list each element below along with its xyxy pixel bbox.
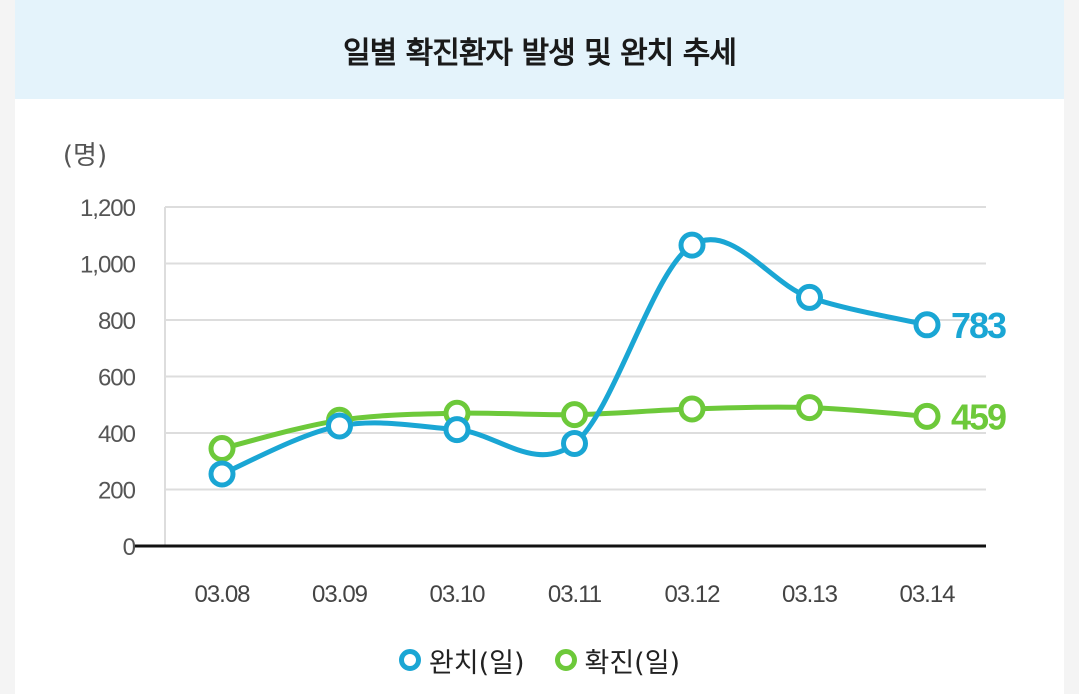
y-tick-label: 800	[98, 308, 136, 335]
y-tick-label: 0	[123, 534, 136, 561]
y-tick-label: 200	[98, 478, 136, 505]
legend-item-confirmed: 확진(일)	[554, 641, 681, 680]
y-tick-label: 400	[98, 421, 136, 448]
data-point-completed	[443, 416, 471, 444]
data-point-confirmed	[796, 394, 823, 422]
y-tick-label: 1,000	[80, 252, 136, 279]
legend-label-completed: 완치(일)	[428, 647, 525, 679]
data-point-confirmed	[678, 395, 706, 423]
legend-marker-completed	[398, 649, 421, 671]
data-point-completed	[913, 311, 941, 339]
data-point-completed	[796, 283, 823, 311]
legend-item-completed: 완치(일)	[398, 641, 525, 680]
end-value-label-completed: 783	[951, 305, 1006, 346]
data-point-completed	[326, 412, 353, 440]
y-tick-label: 1,200	[80, 195, 136, 222]
x-tick-label: 03.14	[899, 581, 955, 608]
y-tick-label: 600	[98, 365, 136, 392]
x-tick-label: 03.09	[312, 581, 368, 608]
x-tick-label: 03.12	[664, 581, 720, 608]
y-unit-label: (명)	[63, 141, 107, 171]
x-tick-label: 03.10	[429, 581, 485, 608]
x-tick-label: 03.13	[782, 581, 838, 608]
data-point-completed	[561, 429, 588, 457]
x-tick-label: 03.11	[548, 581, 602, 608]
data-point-completed	[678, 231, 706, 259]
chart-card: 일별 확진환자 발생 및 완치 추세 (명) 0 200 400 600 800 1,000…	[15, 0, 1064, 694]
legend-marker-confirmed	[554, 649, 577, 671]
data-point-confirmed	[913, 402, 941, 430]
legend-label-confirmed: 확진(일)	[584, 647, 681, 679]
data-point-completed	[208, 460, 236, 488]
chart-legend: 완치(일) 확진(일)	[15, 638, 1064, 682]
chart-header: 일별 확진환자 발생 및 완치 추세	[15, 0, 1064, 99]
x-tick-label: 03.08	[194, 581, 250, 608]
end-value-label-confirmed: 459	[951, 396, 1006, 437]
data-point-confirmed	[561, 401, 588, 429]
line-chart: (명) 0 200 400 600 800 1,000 1,200 03.08 03.09 03.1…	[63, 141, 1008, 608]
chart-title: 일별 확진환자 발생 및 완치 추세	[342, 35, 737, 71]
data-point-confirmed	[208, 435, 236, 463]
